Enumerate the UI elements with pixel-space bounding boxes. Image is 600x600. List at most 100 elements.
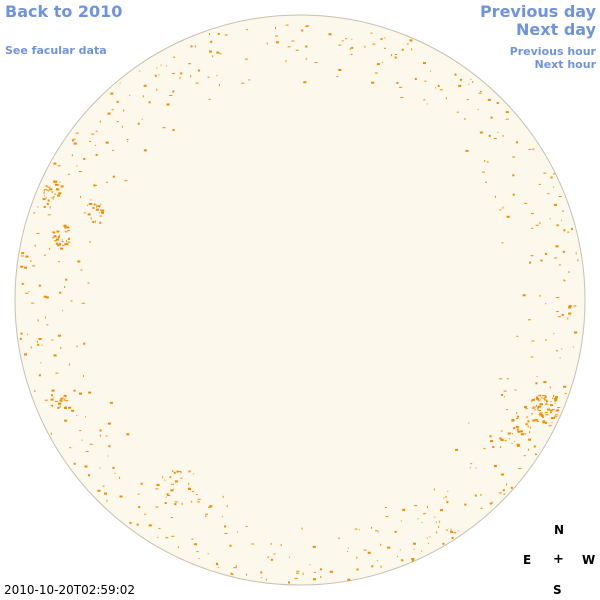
facula-point [62, 244, 65, 246]
facula-point [73, 389, 76, 392]
facula-point [55, 372, 59, 374]
facula-point [516, 415, 519, 418]
facula-point [435, 87, 436, 89]
facula-point [374, 72, 378, 74]
facula-point [171, 483, 174, 485]
previous-hour-link[interactable]: Previous hour [509, 45, 596, 58]
facula-point [73, 138, 76, 140]
facula-point [170, 489, 174, 492]
facula-point [512, 433, 513, 435]
facula-point [347, 547, 349, 549]
facula-point [174, 503, 177, 506]
facula-point [40, 362, 42, 364]
facula-point [80, 269, 83, 271]
facula-point [27, 333, 28, 335]
facula-point [289, 556, 290, 558]
facula-point [180, 471, 182, 474]
facula-point [545, 403, 548, 405]
facula-point [30, 260, 32, 262]
facula-point [79, 392, 82, 395]
facula-point [414, 78, 417, 81]
facula-point [480, 493, 482, 496]
facula-point [197, 498, 201, 500]
facula-point [401, 48, 404, 51]
facula-point [99, 215, 103, 217]
next-hour-link[interactable]: Next hour [534, 58, 597, 71]
facula-point [167, 495, 171, 497]
facula-point [527, 425, 529, 428]
facula-point [367, 551, 371, 554]
facula-point [542, 397, 546, 399]
facula-point [191, 491, 194, 493]
facula-point [312, 545, 316, 548]
facula-point [545, 400, 548, 403]
facula-point [95, 153, 98, 156]
facula-point [413, 542, 416, 545]
facula-point [102, 485, 105, 487]
facula-point [539, 412, 543, 414]
facula-point [71, 154, 73, 157]
see-facular-data-link[interactable]: See facular data [5, 44, 107, 57]
facula-point [383, 47, 386, 49]
facula-point [506, 409, 509, 411]
facula-point [421, 522, 423, 524]
facula-point [535, 404, 537, 407]
facula-point [314, 62, 318, 64]
facula-point [155, 488, 159, 490]
facula-point [123, 109, 125, 112]
facula-point [554, 416, 558, 418]
facula-point [380, 543, 382, 546]
facula-point [69, 447, 72, 449]
facula-point [540, 403, 543, 406]
facula-point [162, 127, 166, 129]
facula-point [93, 204, 97, 206]
facula-point [338, 69, 342, 71]
facula-point [493, 138, 497, 139]
facula-point [512, 174, 515, 177]
facula-point [56, 230, 60, 233]
facula-point [568, 271, 570, 273]
facula-point [397, 555, 398, 557]
facula-point [464, 503, 467, 506]
facula-point [506, 483, 507, 486]
facula-point [165, 537, 169, 539]
facula-point [45, 316, 46, 319]
back-to-year-link[interactable]: Back to 2010 [5, 2, 123, 21]
facula-point [542, 416, 544, 418]
facula-point [59, 405, 61, 408]
facula-point [347, 550, 349, 552]
facula-point [37, 319, 39, 322]
facula-point [166, 103, 170, 106]
facula-point [559, 357, 561, 359]
facula-point [76, 165, 78, 167]
facula-point [421, 550, 423, 552]
facula-point [100, 209, 103, 211]
facula-point [209, 50, 212, 53]
facula-point [209, 505, 213, 508]
facula-point [443, 497, 445, 499]
facula-point [540, 413, 542, 415]
facula-point [400, 520, 402, 522]
facula-point [38, 284, 41, 287]
facula-point [226, 505, 228, 508]
facula-point [138, 506, 141, 509]
facula-point [313, 571, 316, 573]
facula-point [385, 516, 389, 518]
facula-point [64, 243, 67, 246]
facula-point [95, 184, 97, 186]
facula-point [34, 390, 36, 393]
facula-point [561, 314, 564, 316]
facula-point [524, 433, 527, 435]
facula-point [545, 303, 547, 305]
facula-point [219, 53, 222, 55]
facula-point [169, 476, 170, 478]
facula-point [531, 398, 535, 401]
facula-point [319, 568, 322, 571]
observation-timestamp: 2010-10-20T02:59:02 [4, 583, 135, 597]
previous-day-link[interactable]: Previous day [479, 2, 596, 21]
facula-point [493, 465, 497, 468]
facula-point [478, 92, 482, 94]
facula-point [491, 501, 493, 504]
facula-point [165, 496, 167, 498]
next-day-link[interactable]: Next day [516, 20, 596, 39]
